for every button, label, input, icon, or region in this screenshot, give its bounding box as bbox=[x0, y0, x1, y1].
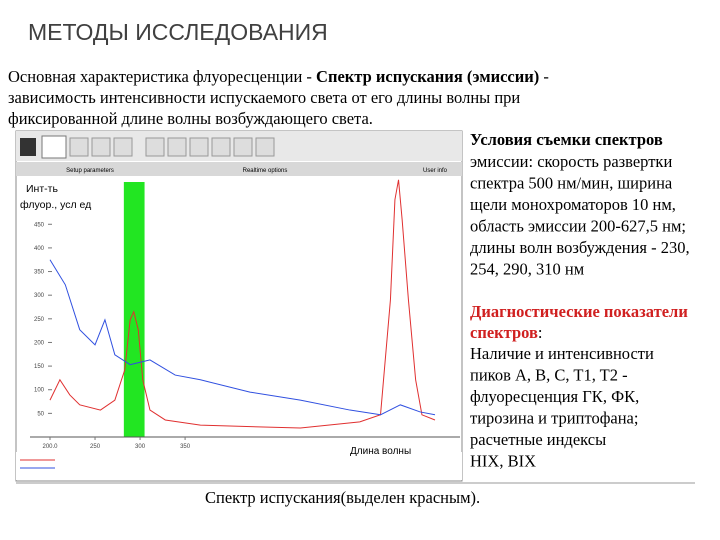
toolbar-icon bbox=[189, 137, 209, 157]
screenshot-frame bbox=[15, 130, 463, 482]
toolbar-icon bbox=[113, 137, 133, 157]
conditions-line: щели монохроматоров 10 нм, bbox=[470, 195, 676, 214]
toolbar-icon bbox=[167, 137, 187, 157]
tab-label[interactable]: Setup parameters bbox=[66, 168, 114, 174]
intro-line: фиксированной длине волны возбуждающего … bbox=[8, 109, 373, 128]
conditions-line: длины волн возбуждения - 230, bbox=[470, 238, 690, 257]
spectrum-line bbox=[49, 179, 436, 429]
toolbar-icon bbox=[20, 138, 36, 156]
toolbar-icon bbox=[145, 137, 165, 157]
y-tick-label: 50 bbox=[37, 411, 44, 417]
diagnostics-line: тирозина и триптофана; bbox=[470, 409, 638, 428]
toolbar-icon bbox=[91, 137, 111, 157]
tab-label[interactable]: User info bbox=[423, 168, 448, 174]
x-tick-label: 200.0 bbox=[42, 444, 58, 450]
y-tick-label: 100 bbox=[34, 388, 45, 394]
diagnostics-line: Наличие и интенсивности bbox=[470, 344, 654, 363]
y-tick-label: 250 bbox=[34, 317, 45, 323]
conditions-heading: Условия съемки спектров bbox=[470, 130, 663, 149]
x-tick-label: 300 bbox=[135, 444, 146, 450]
toolbar-icon bbox=[211, 137, 231, 157]
x-tick-label: 250 bbox=[90, 444, 101, 450]
diagnostics: Наличие и интенсивности пиков A, B, C, T1… bbox=[470, 344, 654, 471]
highlight-band bbox=[123, 182, 145, 437]
intro-line: Основная характеристика флуоресценции - … bbox=[8, 67, 549, 86]
slide-title: МЕТОДЫ ИССЛЕДОВАНИЯ bbox=[28, 19, 328, 45]
legend-area bbox=[16, 452, 462, 480]
diagnostics-heading: спектров: bbox=[470, 323, 543, 342]
diagnostics-heading: Диагностические показатели bbox=[470, 302, 688, 321]
toolbar-icon bbox=[41, 135, 67, 159]
x-label: Длина волны bbox=[350, 446, 411, 457]
caption: Спектр испускания(выделен красным). bbox=[205, 488, 480, 507]
toolbar-icon bbox=[233, 137, 253, 157]
diagnostics-line: флуоресценция ГК, ФК, bbox=[470, 387, 639, 406]
x-tick-label: 350 bbox=[180, 444, 191, 450]
y-tick-label: 200 bbox=[34, 340, 45, 346]
conditions-line: область эмиссии 200-627,5 нм; bbox=[470, 217, 686, 236]
intro-bold: Спектр испускания (эмиссии) bbox=[316, 67, 539, 86]
y-label: Инт-ть bbox=[26, 183, 58, 195]
intro-text: Основная характеристика флуоресценции - bbox=[8, 67, 316, 86]
diagnostics-line: HIX, BIX bbox=[470, 452, 536, 471]
toolbar-icon bbox=[69, 137, 89, 157]
conditions: эмиссии: скорость развертки спектра 500 н… bbox=[470, 152, 690, 279]
y-tick-label: 150 bbox=[34, 364, 45, 370]
y-label: флуор., усл ед bbox=[20, 199, 91, 211]
diagnostics-line: расчетные индексы bbox=[470, 430, 606, 449]
y-tick-label: 300 bbox=[34, 293, 45, 299]
intro-line: зависимость интенсивности испускаемого с… bbox=[8, 88, 520, 107]
spectrum-line bbox=[49, 259, 436, 416]
diagnostics-heading: спектров bbox=[470, 323, 538, 342]
colon: : bbox=[538, 323, 543, 342]
y-tick-label: 400 bbox=[34, 246, 45, 252]
tab-bar bbox=[16, 162, 462, 176]
conditions-line: эмиссии: скорость развертки bbox=[470, 152, 672, 171]
plot: 50 100 150 200 250 300 350 400 450 200.0 250 300 350 bbox=[30, 179, 460, 450]
toolbar-icon bbox=[255, 137, 275, 157]
conditions-line: 254, 290, 310 нм bbox=[470, 260, 585, 279]
tab-label[interactable]: Realtime options bbox=[243, 168, 288, 174]
y-tick-label: 450 bbox=[34, 222, 45, 228]
screenshot: Setup parameters Realtime options User i… bbox=[15, 130, 463, 482]
diagnostics-line: пиков A, B, C, T1, T2 - bbox=[470, 366, 628, 385]
intro-text: - bbox=[539, 67, 549, 86]
y-tick-label: 350 bbox=[34, 270, 45, 276]
conditions-line: спектра 500 нм/мин, ширина bbox=[470, 174, 673, 193]
